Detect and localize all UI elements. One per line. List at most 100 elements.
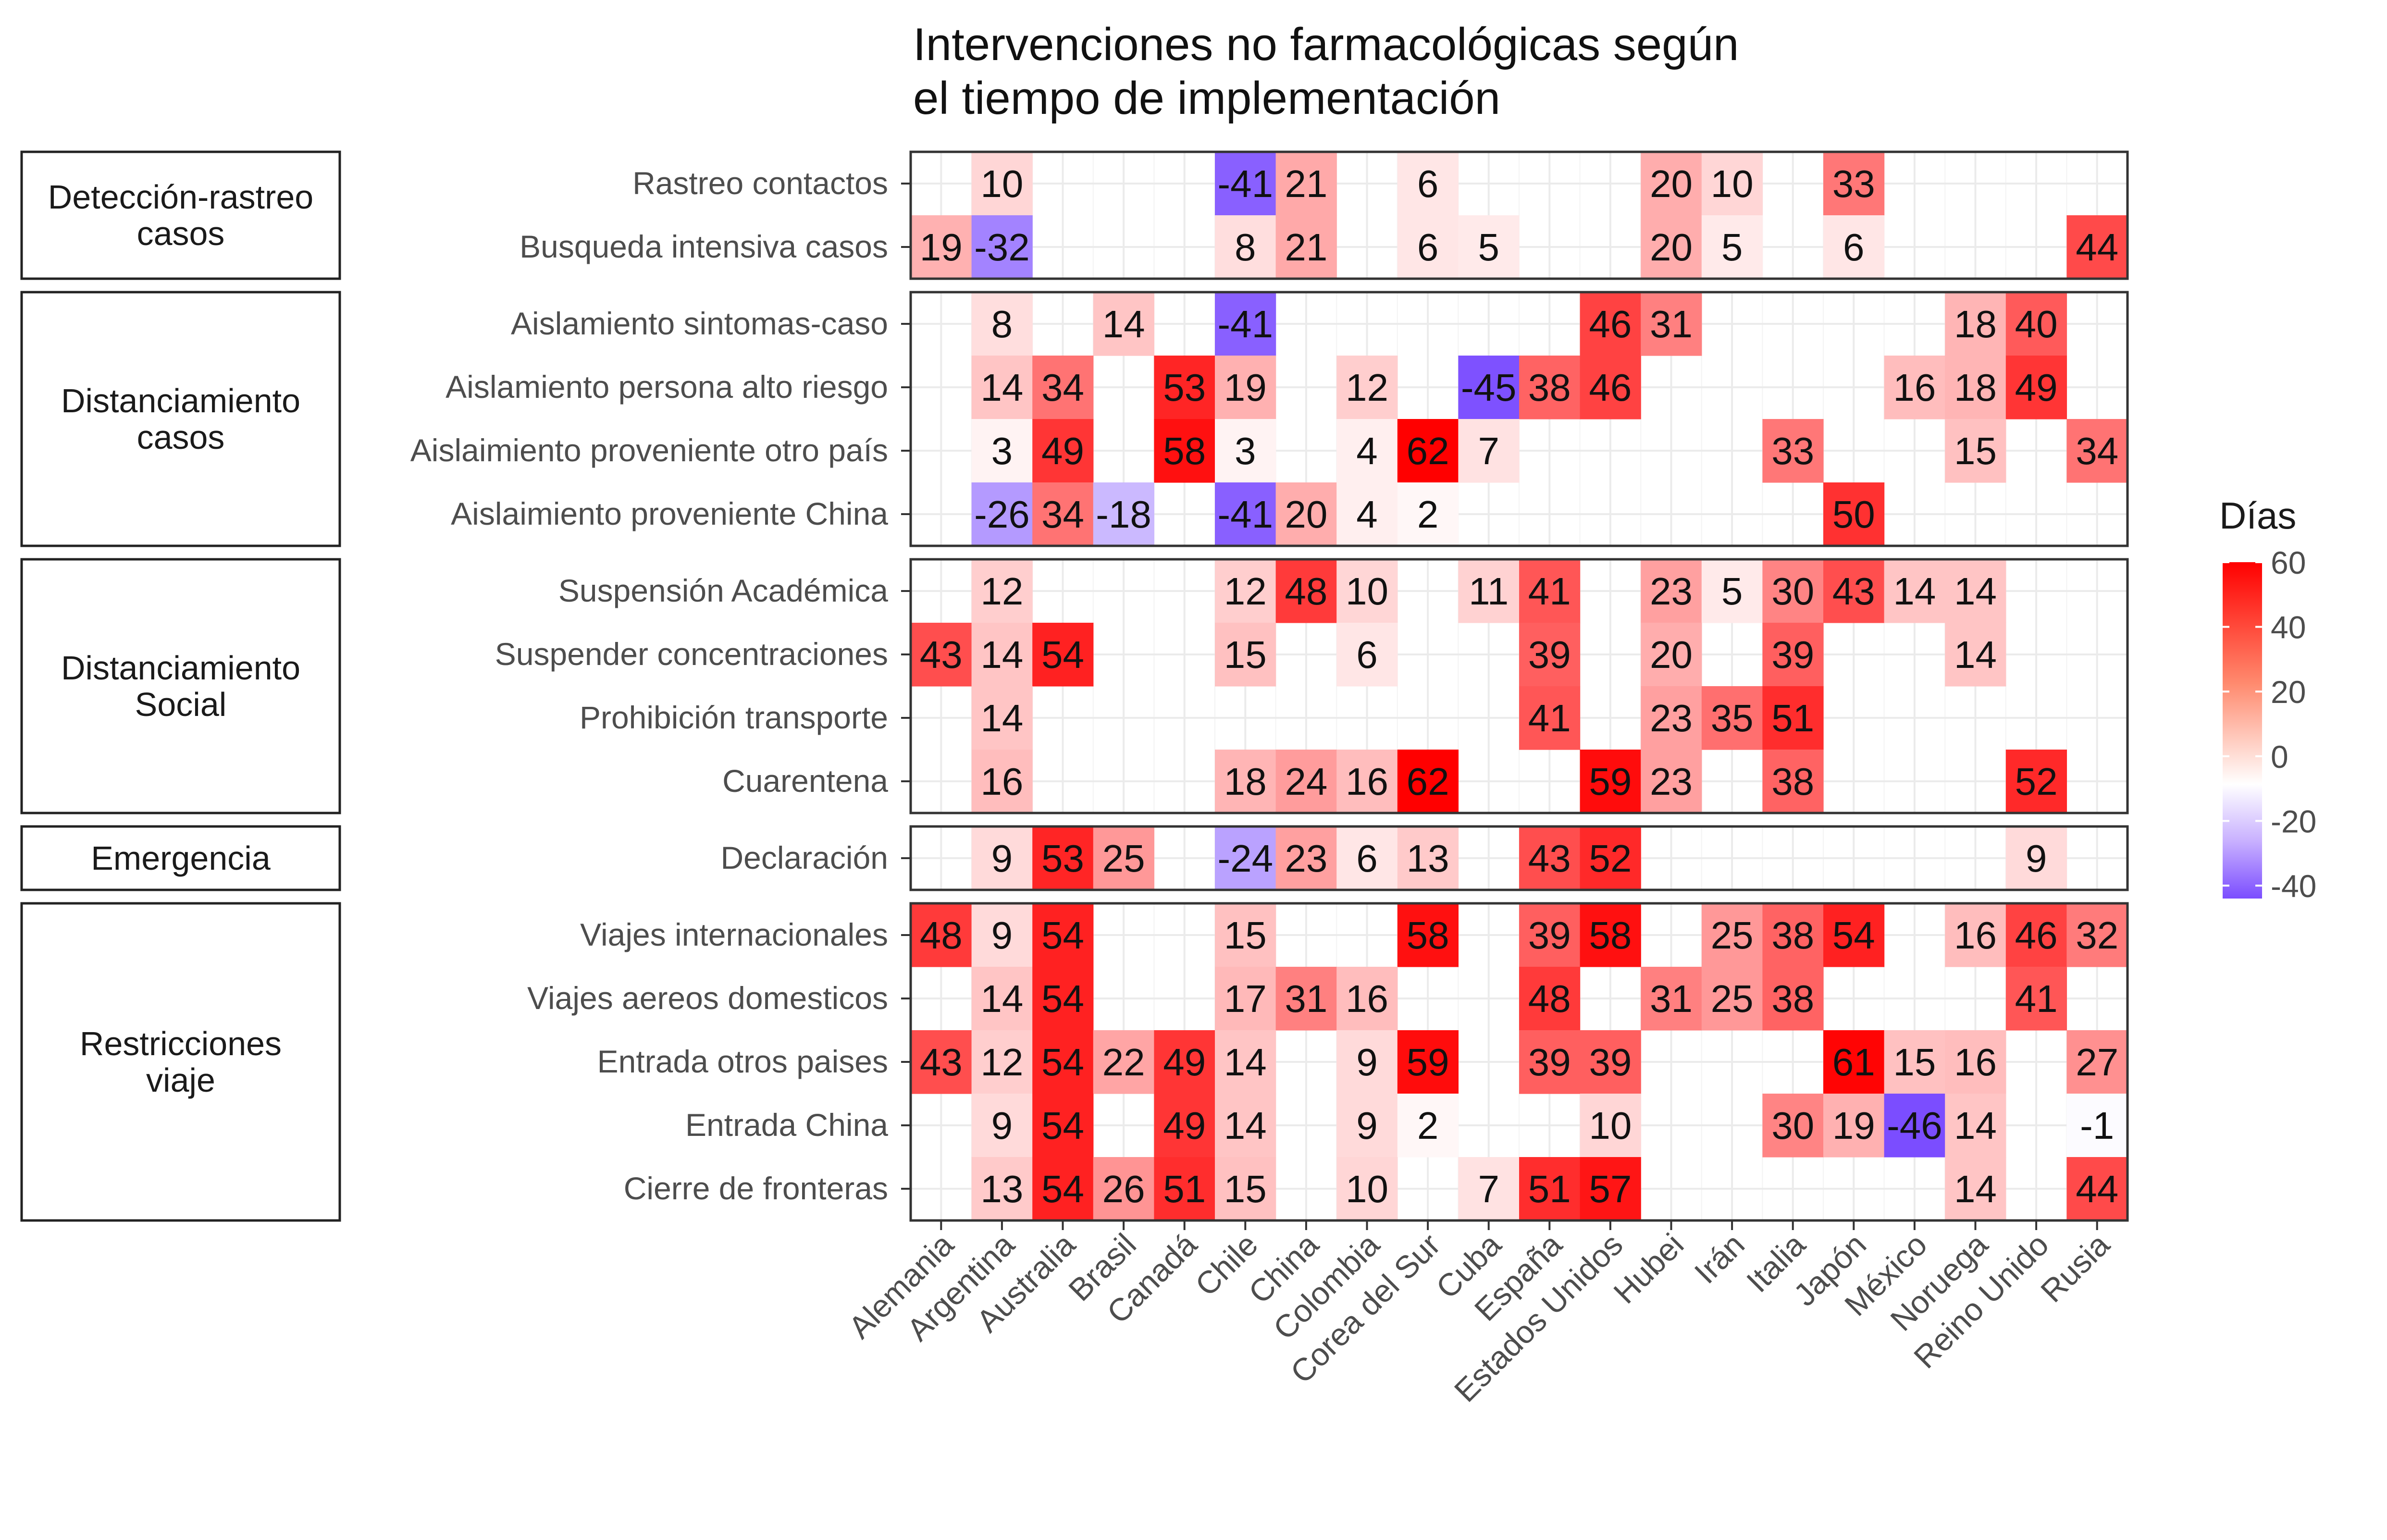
heatmap-cell	[971, 1094, 1033, 1158]
heatmap-cell	[971, 215, 1033, 279]
row-label-entrada-otros-paises: Entrada otros paises	[597, 1044, 888, 1079]
heatmap-cell	[971, 356, 1033, 419]
cell-value-label: 12	[980, 1041, 1023, 1084]
cell-value-label: 26	[1102, 1168, 1145, 1210]
cell-value-label: 44	[2076, 226, 2118, 269]
cell-value-label: 62	[1407, 760, 1449, 803]
column-label-rusia: Rusia	[2034, 1226, 2116, 1309]
heatmap-cell	[1154, 356, 1215, 419]
heatmap-cell	[1215, 826, 1276, 890]
heatmap-cell	[1336, 826, 1398, 890]
row-label-busqueda-intensiva-casos: Busqueda intensiva casos	[519, 229, 888, 264]
heatmap-cell	[1762, 559, 1824, 623]
heatmap-cell	[1032, 1094, 1094, 1158]
cell-value-label: 12	[1224, 570, 1267, 613]
cell-value-label: 33	[1832, 162, 1875, 205]
heatmap-cell	[1032, 623, 1094, 687]
heatmap-cell	[1519, 967, 1581, 1031]
heatmap-cell	[1032, 967, 1094, 1031]
cell-value-label: 51	[1771, 697, 1814, 739]
cell-value-label: 53	[1041, 837, 1084, 880]
heatmap-cell	[1641, 292, 1702, 356]
cell-value-label: 41	[1528, 697, 1571, 739]
cell-value-label: 2	[1417, 1104, 1439, 1147]
cell-value-label: 6	[1356, 633, 1378, 676]
heatmap-cell	[1458, 215, 1520, 279]
cell-value-label: 27	[2076, 1041, 2118, 1084]
cell-value-label: 14	[1102, 303, 1145, 345]
heatmap-cell	[2005, 356, 2067, 419]
cell-value-label: 49	[2015, 366, 2058, 409]
heatmap-cell	[1580, 750, 1641, 813]
heatmap-cell	[2005, 903, 2067, 967]
group-strip-label-distanciamiento-social: Distanciamiento Social	[61, 649, 300, 723]
heatmap-cell	[1336, 1094, 1398, 1158]
cell-value-label: 23	[1650, 570, 1693, 613]
heatmap-cell	[1701, 559, 1763, 623]
cell-value-label: 16	[1893, 366, 1936, 409]
cell-value-label: 25	[1711, 914, 1754, 957]
heatmap-cell	[1945, 419, 2006, 483]
cell-value-label: -18	[1096, 493, 1151, 536]
cell-value-label: 21	[1285, 226, 1327, 269]
legend-colorbar	[2223, 562, 2262, 899]
group-strip-label-line: Restricciones	[80, 1025, 282, 1062]
cell-value-label: -32	[974, 226, 1030, 269]
legend-tick-label: -20	[2271, 803, 2316, 839]
heatmap-cell	[1458, 559, 1520, 623]
cell-value-label: 40	[2015, 303, 2058, 345]
heatmap-cell	[1215, 750, 1276, 813]
heatmap-cell	[2066, 1157, 2128, 1221]
cell-value-label: -1	[2080, 1104, 2114, 1147]
heatmap-cell	[1641, 623, 1702, 687]
heatmap-cell	[1519, 623, 1581, 687]
heatmap-cell	[1215, 419, 1276, 483]
cell-value-label: 9	[991, 837, 1013, 880]
cell-value-label: 9	[1356, 1041, 1378, 1084]
heatmap-cell	[1032, 356, 1094, 419]
heatmap-cell	[1580, 1030, 1641, 1094]
heatmap-cell	[1762, 903, 1824, 967]
heatmap-cell	[1093, 1030, 1154, 1094]
group-strip-box	[20, 150, 341, 280]
heatmap-cell	[1397, 152, 1459, 216]
legend-tick-label: 20	[2271, 674, 2306, 710]
heatmap-cell	[971, 903, 1033, 967]
cell-value-label: 41	[1528, 570, 1571, 613]
heatmap-cell	[1215, 559, 1276, 623]
heatmap-cell	[1215, 152, 1276, 216]
cell-value-label: 39	[1528, 914, 1571, 957]
heatmap-cell	[1336, 559, 1398, 623]
cell-value-label: 48	[1528, 977, 1571, 1020]
heatmap-cell	[1397, 1030, 1459, 1094]
cell-value-label: 10	[1711, 162, 1754, 205]
heatmap-cell	[1154, 1157, 1215, 1221]
heatmap-cell	[971, 686, 1033, 750]
cell-value-label: 31	[1650, 303, 1693, 345]
heatmap-cell	[971, 1157, 1033, 1221]
cell-value-label: 31	[1285, 977, 1327, 1020]
heatmap-cell	[1397, 750, 1459, 813]
cell-value-label: 39	[1589, 1041, 1632, 1084]
heatmap-cell	[1215, 903, 1276, 967]
heatmap-cell	[2066, 903, 2128, 967]
heatmap-cell	[1580, 356, 1641, 419]
cell-value-label: -41	[1217, 493, 1273, 536]
group-strip-box	[20, 902, 341, 1222]
heatmap-cell	[1519, 686, 1581, 750]
cell-value-label: 18	[1954, 303, 1997, 345]
heatmap-cell	[1275, 152, 1337, 216]
cell-value-label: 16	[1346, 760, 1388, 803]
heatmap-cell	[1215, 1094, 1276, 1158]
cell-value-label: 5	[1721, 226, 1743, 269]
cell-value-label: 10	[980, 162, 1023, 205]
heatmap-cell	[1397, 419, 1459, 483]
cell-value-label: 16	[1954, 1041, 1997, 1084]
heatmap-cell	[1701, 152, 1763, 216]
heatmap-cell	[2005, 826, 2067, 890]
cell-value-label: 19	[1832, 1104, 1875, 1147]
group-strip-label-line: Detección-rastreo	[48, 178, 313, 216]
